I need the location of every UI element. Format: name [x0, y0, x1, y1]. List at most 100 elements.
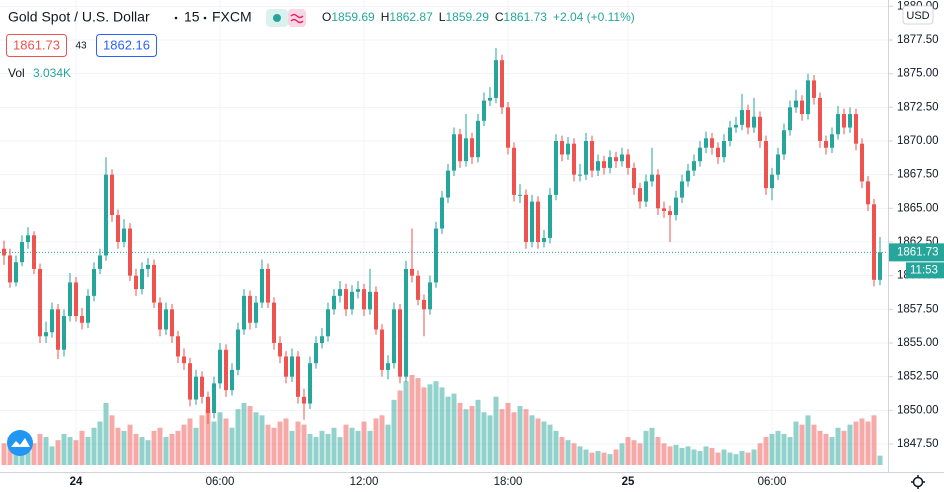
candle-body	[224, 349, 228, 391]
volume-bar	[253, 412, 259, 465]
candle-body	[194, 376, 198, 400]
ohlc-key: O	[322, 10, 331, 24]
candle-body	[632, 167, 636, 189]
countdown-box	[906, 262, 944, 279]
candle-body	[14, 262, 18, 283]
candle-body	[218, 349, 222, 384]
candle-body	[482, 100, 486, 121]
y-tick-label: 1875.00	[897, 68, 939, 80]
volume-bar	[577, 446, 583, 465]
volume-bar	[163, 437, 169, 465]
volume-bar	[499, 409, 505, 465]
candle-body	[422, 299, 426, 310]
x-tick-label: 12:00	[350, 476, 379, 488]
volume-bar	[379, 415, 385, 465]
volume-bar	[763, 437, 769, 465]
candle-body	[806, 80, 810, 115]
volume-bar	[139, 437, 145, 465]
candle-body	[578, 174, 582, 176]
volume-bar	[103, 402, 109, 465]
volume-bar	[265, 424, 271, 465]
candle-body	[710, 138, 714, 148]
x-tick-label: 06:00	[206, 476, 235, 488]
candle-body	[650, 174, 654, 182]
volume-bar	[799, 424, 805, 465]
volume-bar	[541, 421, 547, 465]
source: FXCM	[212, 9, 252, 25]
candle-body	[404, 268, 408, 377]
candle-body	[746, 110, 750, 128]
volume-bar	[37, 433, 43, 465]
candle-body	[212, 383, 216, 414]
candle-body	[350, 291, 354, 310]
candle-body	[230, 369, 234, 391]
candle-body	[284, 356, 288, 377]
candle-body	[476, 120, 480, 158]
candle-body	[314, 342, 318, 364]
candle-body	[494, 60, 498, 98]
volume-bar	[331, 427, 337, 465]
y-tick-label: 1855.00	[897, 337, 939, 349]
volume-bar	[739, 451, 745, 465]
volume-bar	[451, 393, 457, 465]
volume-bar	[445, 396, 451, 465]
spread: 43	[75, 41, 87, 52]
volume-bar	[361, 421, 367, 465]
x-tick-label: 25	[622, 476, 635, 488]
ask-box[interactable]	[96, 34, 157, 57]
volume-bar	[31, 443, 37, 465]
volume-bar	[439, 387, 445, 465]
volume-bar	[859, 418, 865, 465]
candle-body	[38, 268, 42, 337]
volume-bar	[607, 454, 613, 465]
candle-body	[344, 289, 348, 310]
candle-body	[260, 268, 264, 303]
delay-icon[interactable]	[288, 9, 306, 27]
candle-body	[266, 268, 270, 303]
candle-body	[812, 80, 816, 98]
volume-bar	[373, 418, 379, 465]
candle-body	[668, 211, 672, 216]
candle-body	[722, 140, 726, 158]
volume-bar	[691, 449, 697, 465]
candle-body	[26, 235, 30, 242]
candle-body	[242, 295, 246, 330]
volume-bar	[619, 443, 625, 465]
candle-body	[686, 170, 690, 182]
volume-bar	[529, 415, 535, 465]
x-tick-label: 24	[70, 476, 83, 488]
candle-body	[44, 332, 48, 337]
candle-body	[758, 116, 762, 141]
x-tick-label: 18:00	[494, 476, 523, 488]
candle-body	[554, 140, 558, 195]
volume-bar	[727, 452, 733, 465]
candle-body	[182, 356, 186, 364]
ohlc-legend: O1859.69 H1862.87 L1859.29 C1861.73 +2.04 (+…	[322, 10, 635, 24]
candle-body	[596, 161, 600, 171]
candle-body	[524, 194, 528, 242]
volume-bar	[157, 427, 163, 465]
candle-body	[368, 291, 372, 310]
volume-bar	[733, 454, 739, 465]
volume-bar	[205, 409, 211, 465]
volume-bar	[553, 430, 559, 465]
y-tick-label: 1872.50	[897, 101, 939, 113]
bid-box[interactable]	[6, 34, 67, 57]
volume-bar	[259, 415, 265, 465]
volume-bar	[685, 446, 691, 465]
candle-body	[512, 147, 516, 195]
candle-body	[740, 110, 744, 125]
logo[interactable]	[7, 430, 33, 456]
candle-layer	[2, 48, 882, 424]
volume-bar	[703, 446, 709, 465]
currency-box[interactable]	[902, 5, 934, 25]
ohlc-value: 1859.69	[331, 10, 375, 24]
status-dot	[273, 14, 281, 22]
separator	[174, 16, 178, 20]
candle-body	[110, 174, 114, 216]
candle-body	[98, 255, 102, 269]
volume-bar	[247, 406, 253, 465]
candle-body	[62, 316, 66, 350]
y-tick-label: 1852.50	[897, 371, 939, 383]
volume-bar	[121, 430, 127, 465]
